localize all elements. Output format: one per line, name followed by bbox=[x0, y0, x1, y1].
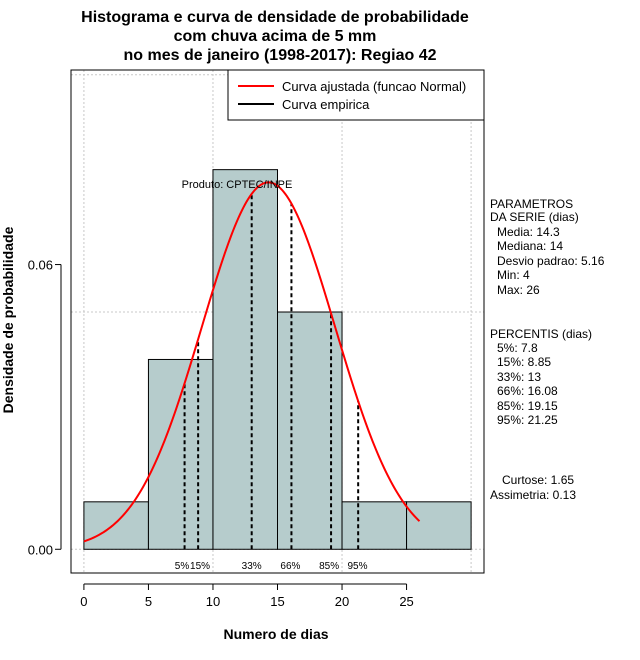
x-tick-label-0: 0 bbox=[80, 594, 87, 609]
percentil-5: 5%: 7.8 bbox=[497, 341, 538, 355]
percentile-labels: 5% 15% 33% 66% 85% 95% bbox=[175, 561, 368, 572]
y-axis-label: Densidade de probabilidade bbox=[0, 226, 16, 413]
chart-title: Histograma e curva de densidade de proba… bbox=[81, 9, 469, 64]
assimetria-value: Assimetria: 0.13 bbox=[490, 488, 576, 502]
histogram-bar-2 bbox=[212, 169, 278, 550]
param-desvio: Desvio padrao: 5.16 bbox=[497, 254, 605, 268]
percentile-label-1: 15% bbox=[190, 561, 210, 572]
chart-legend: Curva ajustada (funcao Normal) Curva emp… bbox=[227, 69, 485, 121]
title-line-1: Histograma e curva de densidade de proba… bbox=[81, 9, 469, 26]
percentis-title: PERCENTIS (dias) bbox=[490, 327, 592, 341]
legend-label-empirical: Curva empirica bbox=[282, 97, 370, 112]
params-title-1: PARAMETROS bbox=[490, 197, 573, 211]
title-line-3: no mes de janeiro (1998-2017): Regiao 42 bbox=[123, 47, 436, 64]
percentil-66: 66%: 16.08 bbox=[497, 384, 558, 398]
legend-label-fitted: Curva ajustada (funcao Normal) bbox=[282, 79, 466, 94]
histogram-bar-5 bbox=[406, 501, 472, 550]
histogram-bars bbox=[83, 169, 472, 550]
percentile-label-3: 66% bbox=[280, 561, 300, 572]
histogram-bar-4 bbox=[341, 501, 408, 550]
x-tick-label-5: 25 bbox=[399, 594, 413, 609]
curtose-value: Curtose: 1.65 bbox=[502, 473, 574, 487]
y-tick-label-1: 0.06 bbox=[28, 258, 53, 273]
statistics-panel: PARAMETROS DA SERIE (dias) Media: 14.3 M… bbox=[490, 197, 605, 502]
histogram-bar-3 bbox=[277, 311, 343, 550]
title-line-2: com chuva acima de 5 mm bbox=[174, 28, 377, 45]
param-max: Max: 26 bbox=[497, 283, 540, 297]
x-tick-label-3: 15 bbox=[270, 594, 284, 609]
x-tick-label-4: 20 bbox=[335, 594, 349, 609]
x-tick-label-2: 10 bbox=[206, 594, 220, 609]
percentile-label-4: 85% bbox=[319, 561, 339, 572]
param-min: Min: 4 bbox=[497, 268, 530, 282]
annotation-produto: Produto: CPTEC/INPE bbox=[182, 179, 293, 191]
percentile-label-5: 95% bbox=[348, 561, 368, 572]
param-media: Media: 14.3 bbox=[497, 225, 560, 239]
x-axis-label: Numero de dias bbox=[223, 626, 328, 642]
percentil-33: 33%: 13 bbox=[497, 370, 541, 384]
percentil-85: 85%: 19.15 bbox=[497, 399, 558, 413]
percentil-95: 95%: 21.25 bbox=[497, 413, 558, 427]
percentile-lines bbox=[183, 193, 360, 550]
percentile-label-0: 5% bbox=[175, 561, 190, 572]
percentil-15: 15%: 8.85 bbox=[497, 355, 551, 369]
y-tick-label-0: 0.00 bbox=[28, 542, 53, 557]
axes: 0 5 10 15 20 25 0.00 0.06 bbox=[28, 258, 414, 609]
params-title-2: DA SERIE (dias) bbox=[490, 210, 579, 224]
normal-curve-group bbox=[83, 181, 421, 543]
normal-curve bbox=[83, 181, 421, 543]
percentile-label-2: 33% bbox=[242, 561, 262, 572]
histogram-bar-0 bbox=[83, 501, 149, 550]
legend-box bbox=[227, 69, 485, 121]
x-tick-label-1: 5 bbox=[145, 594, 152, 609]
param-mediana: Mediana: 14 bbox=[497, 239, 563, 253]
